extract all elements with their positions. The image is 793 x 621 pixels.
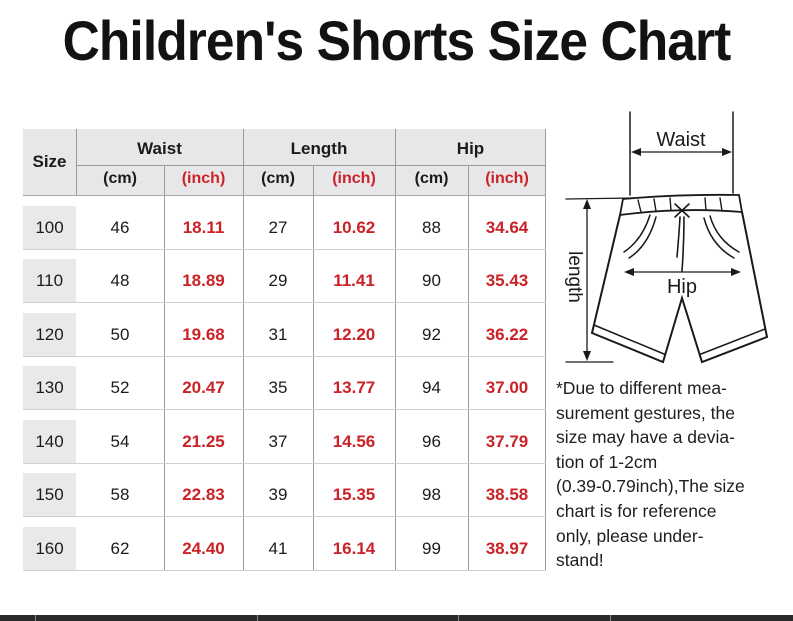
cell-hip-inch: 37.00 (485, 378, 529, 397)
column-divider (313, 195, 314, 570)
next-table-divider (35, 615, 36, 621)
cell-hip-inch: 36.22 (485, 325, 529, 344)
table-row: 150 58 22.83 39 15.35 98 38.58 (23, 473, 546, 517)
column-divider (545, 195, 546, 570)
measurement-note: *Due to different mea- surement gestures… (556, 378, 745, 571)
column-divider (468, 195, 469, 570)
cell-length-inch: 11.41 (333, 271, 375, 290)
cell-waist-inch: 19.68 (182, 325, 225, 344)
col-group-length: Length (290, 139, 348, 158)
unit-hip-cm: (cm) (414, 170, 449, 187)
cell-hip-inch: 38.58 (485, 485, 529, 504)
cell-waist-inch: 18.11 (182, 218, 225, 237)
unit-hip-inch: (inch) (485, 170, 529, 187)
cell-length-cm: 41 (268, 539, 288, 558)
table-row: 110 48 18.89 29 11.41 90 35.43 (23, 259, 546, 303)
cell-hip-cm: 94 (422, 378, 441, 397)
cell-size: 140 (23, 420, 76, 463)
header-divider (545, 129, 546, 195)
next-table-divider (458, 615, 459, 621)
unit-waist-cm: (cm) (103, 170, 137, 187)
length-cap-line (565, 197, 634, 200)
next-table-divider (610, 615, 611, 621)
cell-hip-cm: 92 (422, 325, 441, 344)
waistband-stitches (637, 197, 723, 213)
cell-waist-cm: 54 (110, 432, 130, 451)
cell-length-cm: 35 (268, 378, 288, 397)
size-table-body: 100 46 18.11 27 10.62 88 34.64 110 48 18… (23, 195, 546, 576)
table-row: 120 50 19.68 31 12.20 92 36.22 (23, 313, 546, 357)
cell-size: 130 (23, 366, 76, 409)
shorts-diagram: Waist length Hip (564, 111, 768, 364)
table-row: 160 62 24.40 41 16.14 99 38.97 (23, 527, 546, 571)
pocket-lines (623, 214, 740, 259)
cell-waist-inch: 18.89 (182, 271, 225, 290)
table-row: 140 54 21.25 37 14.56 96 37.79 (23, 420, 546, 464)
cell-length-cm: 27 (268, 218, 288, 237)
hip-label: Hip (667, 276, 697, 298)
cell-hip-inch: 38.97 (485, 539, 529, 558)
cell-hip-inch: 34.64 (485, 218, 529, 237)
header-divider (76, 129, 77, 195)
cell-hip-cm: 88 (422, 218, 441, 237)
cell-waist-cm: 50 (110, 325, 130, 344)
drawstring-bow (674, 203, 690, 272)
cell-waist-cm: 52 (110, 378, 130, 397)
cell-waist-inch: 21.25 (182, 432, 225, 451)
shorts-drawing (591, 193, 768, 364)
cell-hip-cm: 90 (422, 271, 441, 290)
header-divider (243, 129, 244, 195)
cell-waist-inch: 20.47 (182, 378, 225, 397)
table-row: 100 46 18.11 27 10.62 88 34.64 (23, 206, 546, 250)
header-divider (164, 165, 165, 195)
cell-length-cm: 31 (268, 325, 288, 344)
header-divider (313, 165, 314, 195)
cell-size: 150 (23, 473, 76, 516)
unit-length-cm: (cm) (261, 170, 295, 187)
cell-size: 120 (23, 313, 76, 356)
header-divider (395, 129, 396, 195)
header-divider (468, 165, 469, 195)
cell-length-inch: 13.77 (332, 378, 376, 397)
cell-waist-cm: 58 (110, 485, 130, 504)
cell-waist-inch: 22.83 (182, 485, 225, 504)
col-header-size: Size (32, 152, 67, 171)
cell-waist-cm: 48 (110, 271, 130, 290)
cell-hip-cm: 99 (422, 539, 441, 558)
col-group-hip: Hip (456, 139, 485, 158)
header-divider (76, 165, 546, 166)
size-table-header: Size Waist Length Hip (cm) (inch) (cm) (… (23, 129, 546, 196)
column-divider (243, 195, 244, 570)
cell-length-cm: 39 (268, 485, 288, 504)
cell-length-inch: 15.35 (332, 485, 376, 504)
cell-waist-inch: 24.40 (182, 539, 225, 558)
waist-label: Waist (656, 129, 706, 151)
cell-length-inch: 10.62 (332, 218, 376, 237)
column-divider (395, 195, 396, 570)
cell-length-inch: 16.14 (332, 539, 376, 558)
table-row: 130 52 20.47 35 13.77 94 37.00 (23, 366, 546, 410)
chart-title: Children's Shorts Size Chart (62, 9, 732, 72)
next-table-edge (0, 615, 793, 621)
arrowheads (583, 148, 741, 361)
cell-hip-inch: 37.79 (485, 432, 529, 451)
col-group-waist: Waist (137, 139, 182, 158)
unit-length-inch: (inch) (332, 170, 376, 187)
cell-hip-inch: 35.43 (485, 271, 529, 290)
cell-length-inch: 14.56 (332, 432, 376, 451)
next-table-divider (257, 615, 258, 621)
cell-size: 100 (23, 206, 76, 249)
column-divider (164, 195, 165, 570)
cell-length-inch: 12.20 (332, 325, 376, 344)
unit-waist-inch: (inch) (181, 170, 226, 187)
cell-size: 160 (23, 527, 76, 570)
cell-hip-cm: 96 (422, 432, 441, 451)
cell-waist-cm: 46 (110, 218, 130, 237)
cell-length-cm: 29 (268, 271, 288, 290)
cell-length-cm: 37 (268, 432, 288, 451)
length-label: length (564, 251, 585, 303)
cell-waist-cm: 62 (110, 539, 130, 558)
cell-hip-cm: 98 (422, 485, 441, 504)
cell-size: 110 (23, 259, 76, 302)
